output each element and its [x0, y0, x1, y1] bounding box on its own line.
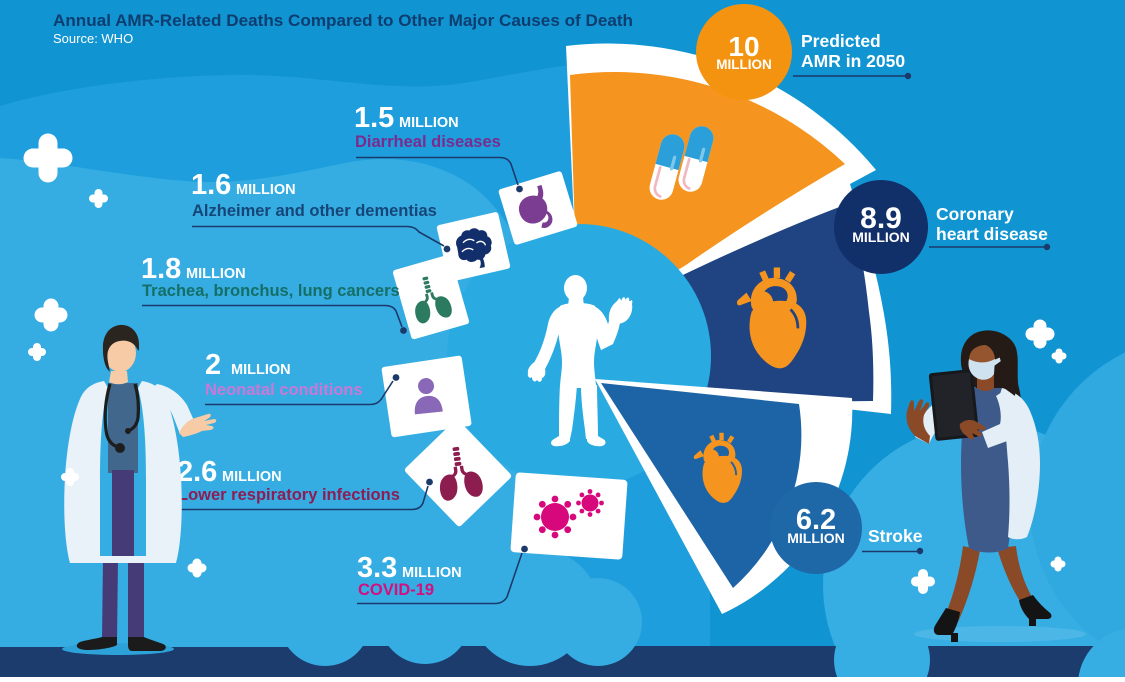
svg-text:Source: WHO: Source: WHO [53, 31, 133, 46]
svg-text:MILLION: MILLION [231, 362, 291, 378]
svg-text:Predicted: Predicted [801, 31, 881, 51]
svg-text:Neonatal conditions: Neonatal conditions [205, 381, 363, 399]
svg-text:MILLION: MILLION [716, 57, 772, 72]
svg-text:MILLION: MILLION [399, 115, 459, 131]
svg-text:3.3: 3.3 [357, 552, 397, 584]
svg-text:MILLION: MILLION [402, 565, 462, 581]
svg-text:MILLION: MILLION [236, 182, 296, 198]
svg-text:MILLION: MILLION [852, 229, 910, 245]
svg-text:6.2: 6.2 [796, 504, 836, 536]
svg-text:Coronary: Coronary [936, 204, 1014, 224]
svg-text:1.8: 1.8 [141, 253, 181, 285]
svg-text:8.9: 8.9 [860, 202, 902, 235]
svg-text:Annual AMR-Related Deaths Comp: Annual AMR-Related Deaths Compared to Ot… [53, 11, 633, 30]
svg-text:2.6: 2.6 [177, 456, 217, 488]
svg-text:AMR in 2050: AMR in 2050 [801, 51, 905, 71]
svg-text:Alzheimer and other dementias: Alzheimer and other dementias [192, 202, 437, 220]
svg-text:MILLION: MILLION [787, 530, 845, 546]
svg-text:2: 2 [205, 349, 221, 381]
svg-text:10: 10 [728, 31, 759, 62]
svg-text:Lower respiratory infections: Lower respiratory infections [178, 486, 400, 504]
svg-text:1.6: 1.6 [191, 169, 231, 201]
svg-text:MILLION: MILLION [222, 469, 282, 485]
svg-text:1.5: 1.5 [354, 102, 394, 134]
svg-text:heart disease: heart disease [936, 224, 1048, 244]
svg-text:Trachea, bronchus, lung cancer: Trachea, bronchus, lung cancers [142, 282, 400, 300]
svg-text:Stroke: Stroke [868, 526, 923, 546]
svg-text:MILLION: MILLION [186, 266, 246, 282]
svg-text:COVID-19: COVID-19 [358, 581, 434, 599]
svg-text:Diarrheal diseases: Diarrheal diseases [355, 133, 501, 151]
